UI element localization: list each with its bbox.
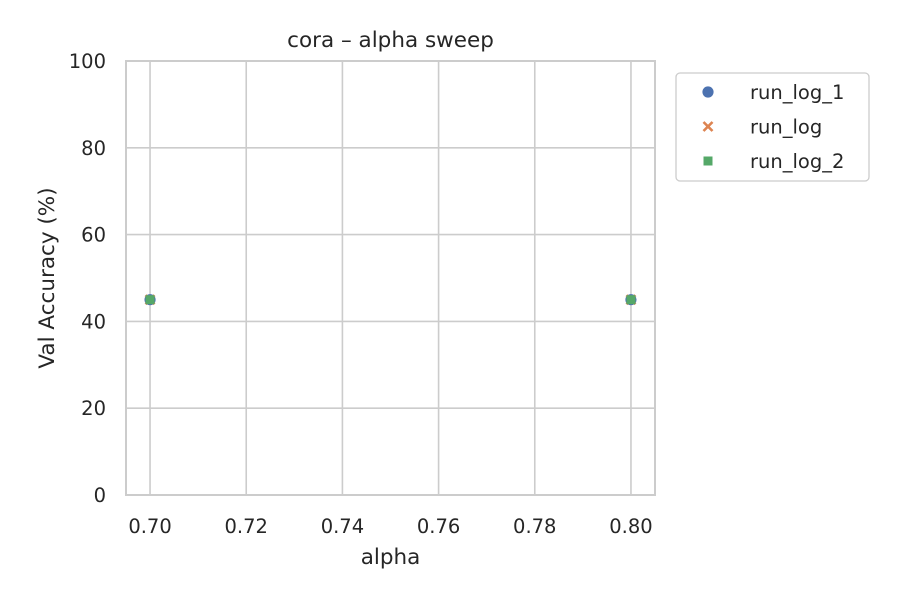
x-tick-label: 0.70 — [128, 515, 171, 538]
gridlines — [126, 60, 655, 496]
legend-label: run_log_2 — [750, 150, 844, 173]
legend-marker-run_log_1 — [702, 86, 714, 98]
x-axis-label: alpha — [361, 545, 421, 570]
x-tick-label: 0.76 — [417, 515, 460, 538]
y-tick-label: 20 — [81, 397, 106, 420]
y-tick-label: 40 — [81, 310, 106, 333]
data-point-run_log_2 — [145, 295, 155, 305]
chart-title: cora – alpha sweep — [287, 28, 494, 53]
legend-box — [675, 72, 870, 182]
y-tick-label: 0 — [94, 484, 106, 507]
data-points — [144, 294, 637, 306]
legend-label: run_log — [750, 116, 822, 139]
y-tick-label: 60 — [81, 224, 106, 247]
y-tick-label: 100 — [69, 50, 106, 73]
x-axis-ticks: 0.70 0.72 0.74 0.76 0.78 0.80 — [128, 515, 652, 538]
legend-marker-run_log_2 — [703, 156, 713, 166]
data-point-run_log_2 — [626, 295, 636, 305]
y-axis-ticks: 0 20 40 60 80 100 — [69, 50, 106, 507]
x-tick-label: 0.74 — [321, 515, 364, 538]
x-tick-label: 0.78 — [513, 515, 556, 538]
plot-frame — [125, 60, 656, 496]
x-tick-label: 0.80 — [609, 515, 652, 538]
legend: run_log_1 run_log run_log_2 — [675, 72, 870, 182]
legend-marker-run_log — [702, 121, 714, 132]
legend-label: run_log_1 — [750, 81, 844, 104]
y-tick-label: 80 — [81, 137, 106, 160]
y-axis-label: Val Accuracy (%) — [35, 187, 60, 368]
x-tick-label: 0.72 — [225, 515, 268, 538]
